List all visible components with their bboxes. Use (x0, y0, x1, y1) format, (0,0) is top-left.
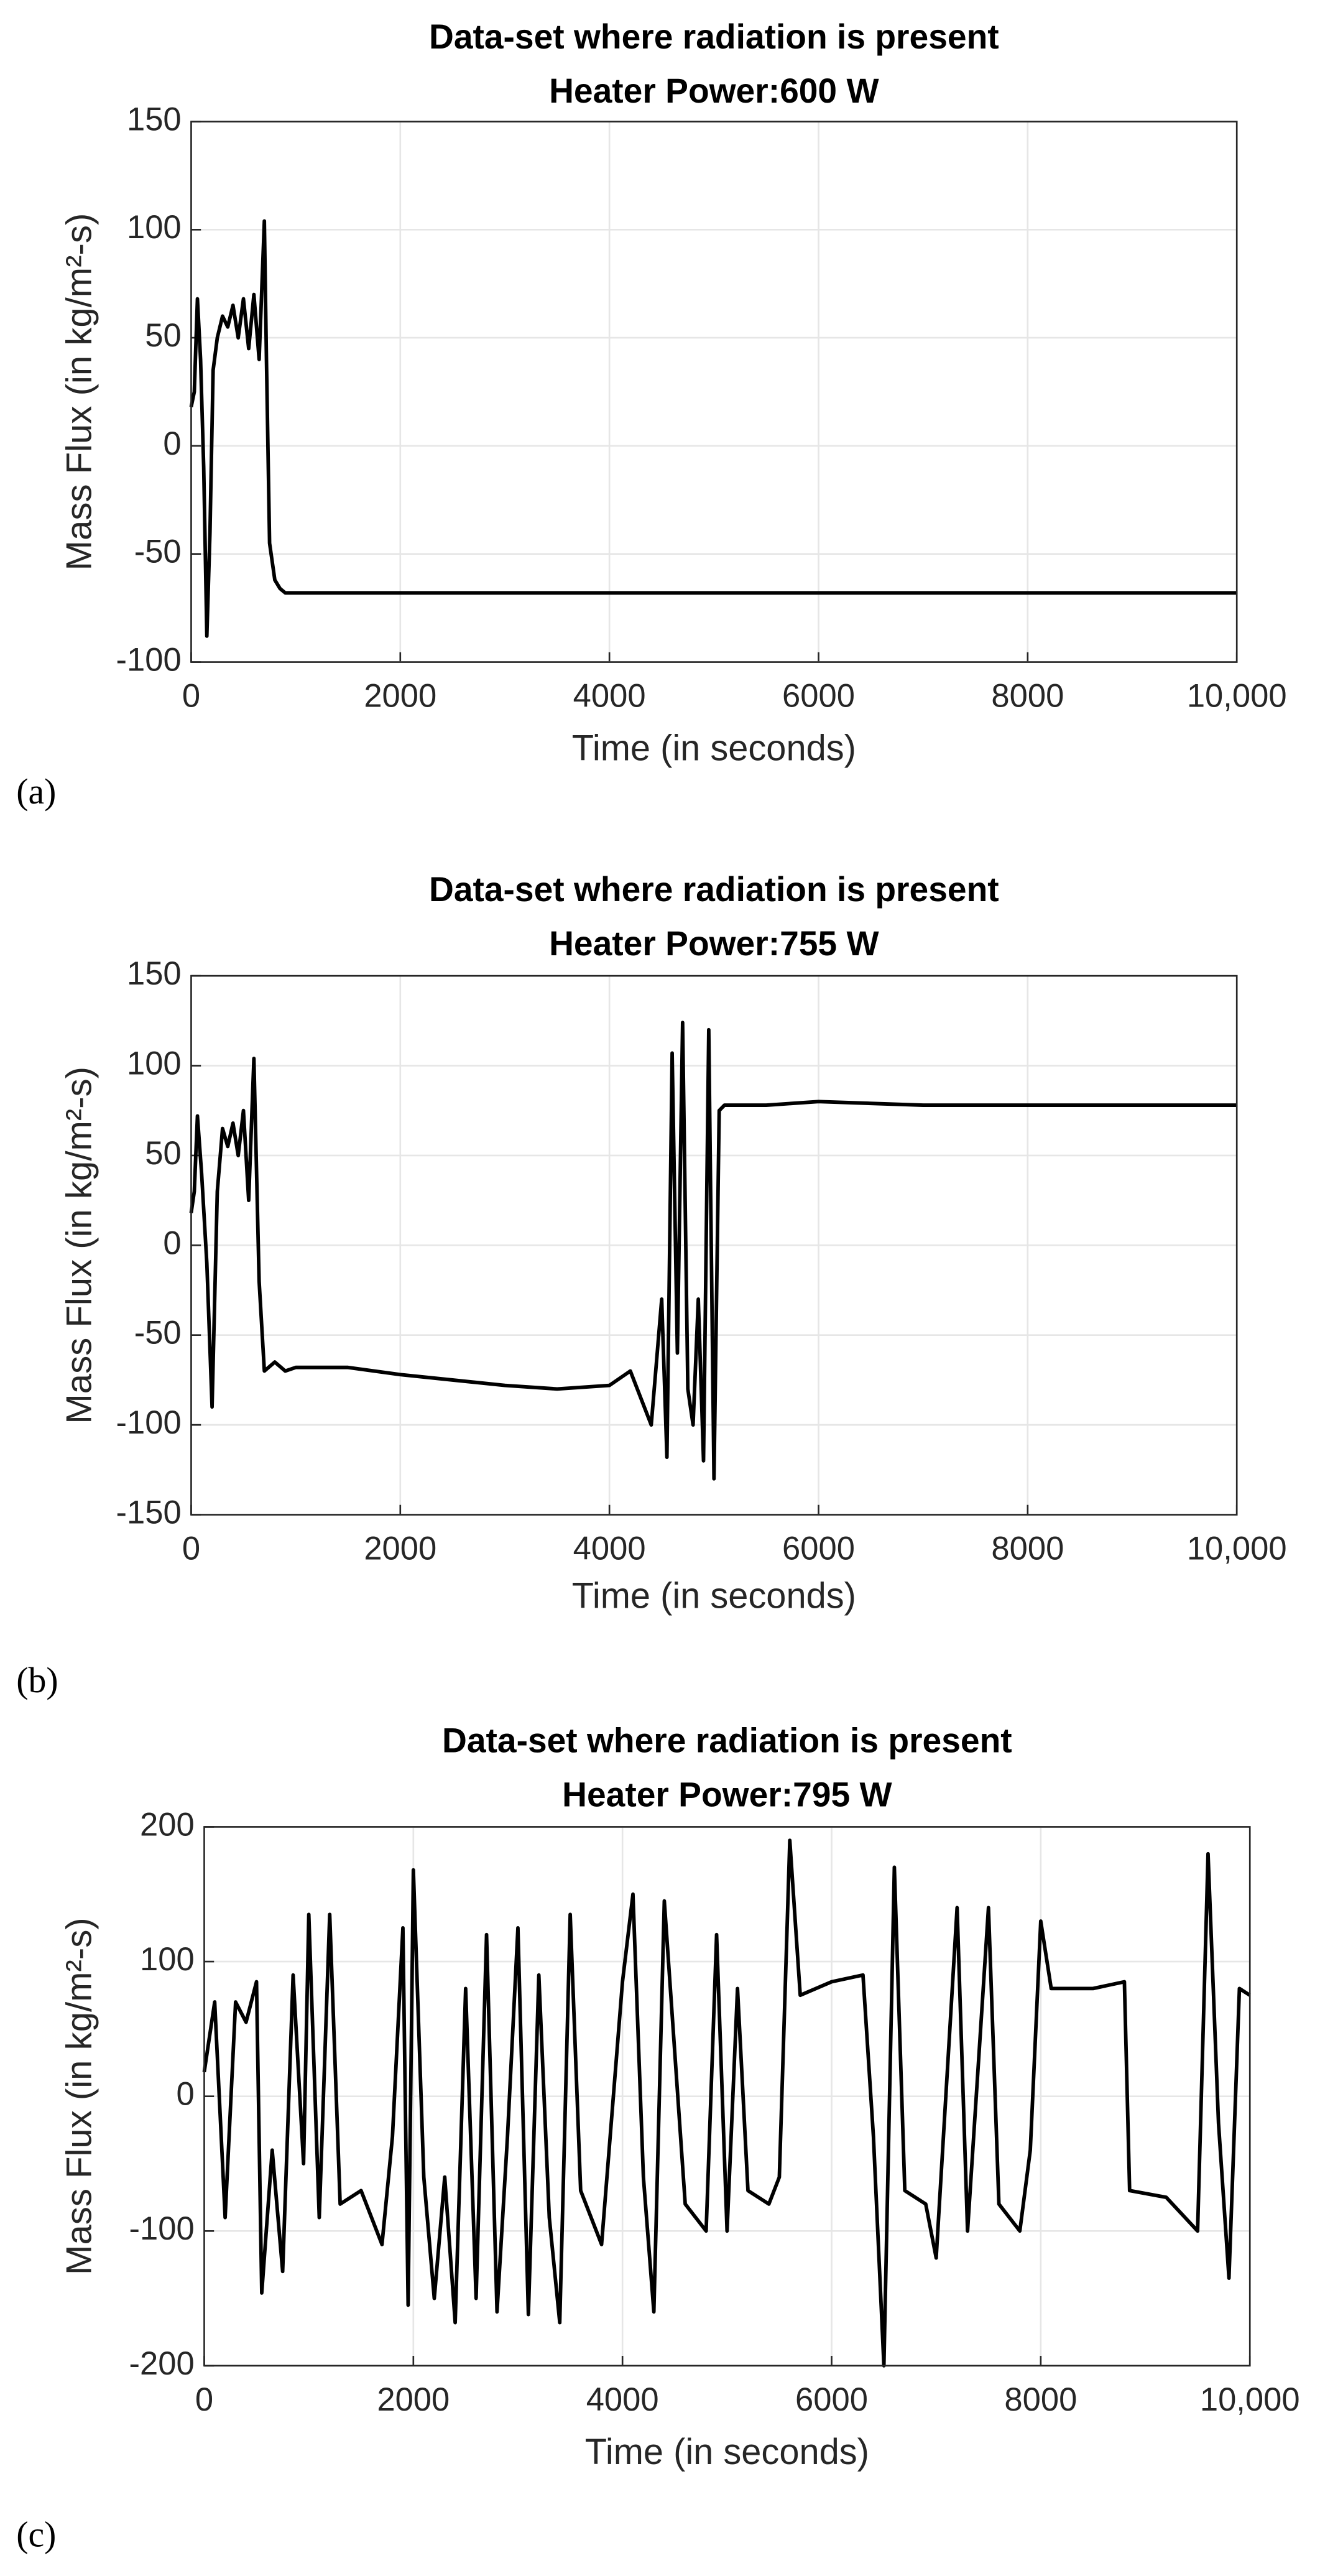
chart-title: Data-set where radiation is present (429, 17, 999, 56)
x-tick-label: 0 (182, 678, 200, 715)
x-tick-label: 8000 (991, 1530, 1064, 1567)
chart-title: Data-set where radiation is present (429, 870, 999, 909)
y-tick-label: -100 (129, 2210, 195, 2247)
x-tick-label: 2000 (364, 1530, 436, 1567)
plot-frame (203, 1826, 1251, 2367)
panel-label: (b) (16, 1660, 58, 1700)
y-axis-label: Mass Flux (in kg/m²-s) (60, 213, 99, 571)
y-tick-label: 50 (145, 317, 181, 354)
x-tick-label: 6000 (782, 678, 855, 715)
plot-frame (190, 975, 1238, 1516)
x-tick-label: 10,000 (1187, 1530, 1287, 1567)
y-tick-label: 100 (140, 1941, 195, 1978)
x-tick-label: 2000 (377, 2381, 450, 2418)
y-tick-label: 50 (145, 1135, 181, 1172)
y-tick-label: 150 (127, 101, 182, 137)
data-line (189, 1021, 1237, 1481)
panel-label: (a) (16, 771, 56, 812)
y-tick-label: -50 (134, 534, 182, 570)
x-tick-label: 6000 (795, 2381, 868, 2418)
y-tick-label: -200 (129, 2345, 195, 2382)
panel-label: (c) (16, 2514, 56, 2554)
y-tick-label: -100 (116, 641, 182, 678)
x-tick-label: 4000 (586, 2381, 659, 2418)
data-line (202, 1838, 1251, 2368)
chart-subtitle: Heater Power:755 W (549, 924, 879, 963)
y-tick-label: 0 (163, 1225, 181, 1261)
y-tick-label: -100 (116, 1404, 182, 1441)
y-tick-label: 100 (127, 209, 182, 246)
y-tick-label: 0 (163, 425, 181, 462)
x-axis-label: Time (in seconds) (572, 728, 856, 768)
data-line (189, 219, 1237, 638)
chart-title: Data-set where radiation is present (442, 1721, 1012, 1759)
x-tick-label: 0 (195, 2381, 213, 2418)
y-tick-label: -50 (134, 1315, 182, 1351)
x-tick-label: 4000 (573, 1530, 646, 1567)
x-tick-label: 8000 (991, 678, 1064, 715)
plot-area (191, 121, 1237, 662)
x-tick-label: 6000 (782, 1530, 855, 1567)
x-tick-label: 10,000 (1187, 678, 1287, 715)
plot-frame (190, 121, 1238, 663)
x-tick-label: 8000 (1004, 2381, 1077, 2418)
chart-subtitle: Heater Power:795 W (562, 1775, 892, 1814)
y-tick-label: 0 (176, 2075, 194, 2112)
chart-subtitle: Heater Power:600 W (549, 72, 879, 110)
x-tick-label: 10,000 (1200, 2381, 1300, 2418)
y-tick-label: -150 (116, 1494, 182, 1531)
x-axis-label: Time (in seconds) (572, 1576, 856, 1616)
y-tick-label: 200 (140, 1806, 195, 1843)
y-tick-label: 150 (127, 955, 182, 992)
x-tick-label: 4000 (573, 678, 646, 715)
x-tick-label: 0 (182, 1530, 200, 1567)
x-tick-label: 2000 (364, 678, 436, 715)
y-axis-label: Mass Flux (in kg/m²-s) (60, 1917, 99, 2275)
y-tick-label: 100 (127, 1045, 182, 1082)
x-axis-label: Time (in seconds) (585, 2432, 869, 2472)
y-axis-label: Mass Flux (in kg/m²-s) (60, 1067, 99, 1424)
